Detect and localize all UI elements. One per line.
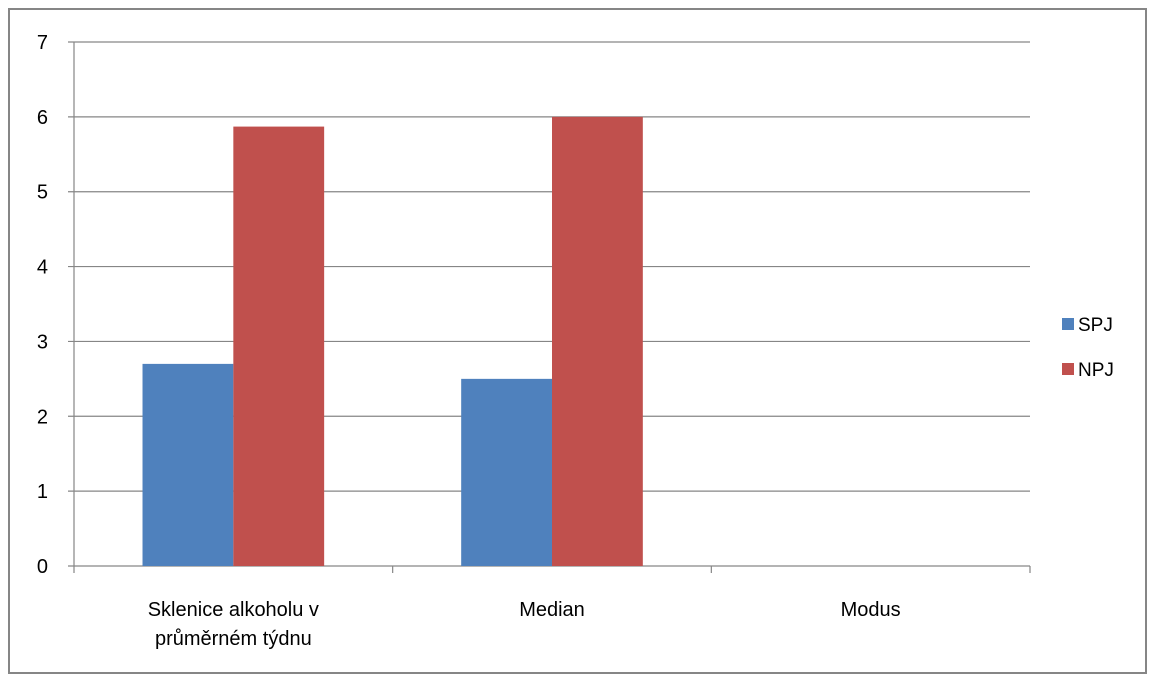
y-tick-label: 7 (37, 32, 48, 54)
bars (142, 116, 643, 567)
y-tick-label: 4 (37, 257, 48, 279)
y-tick-label: 2 (37, 406, 48, 428)
y-tick-label: 6 (37, 107, 48, 129)
legend-swatch-spj (1062, 318, 1074, 330)
y-tick-label: 3 (37, 331, 48, 353)
axis-labels: 0 1 2 3 4 5 6 7 Sklenice alkoholu v průměrném týd… (37, 32, 901, 650)
bar-spj (142, 363, 234, 566)
legend: SPJ NPJ (1062, 315, 1114, 381)
x-category-label: Sklenice alkoholu v (148, 599, 319, 621)
bar-npj (233, 126, 325, 567)
x-category-label: průměrném týdnu (155, 628, 312, 650)
legend-label-spj: SPJ (1078, 315, 1113, 336)
y-tick-label: 5 (37, 182, 48, 204)
x-category-label: Modus (841, 599, 901, 621)
y-tick-label: 0 (37, 556, 48, 578)
x-category-label: Median (519, 599, 585, 621)
bar-spj (461, 378, 552, 566)
bar-npj (552, 116, 643, 566)
legend-label-npj: NPJ (1078, 360, 1114, 381)
legend-swatch-npj (1062, 363, 1074, 375)
y-tick-label: 1 (37, 481, 48, 503)
